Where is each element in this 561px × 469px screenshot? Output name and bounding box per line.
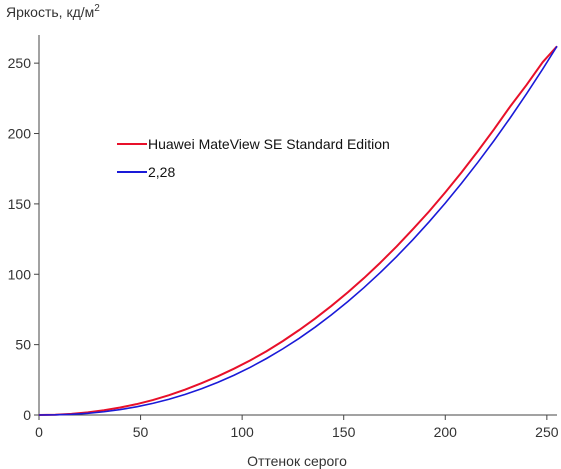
x-axis-title: Оттенок серого xyxy=(247,453,347,469)
y-tick-label: 100 xyxy=(8,266,32,282)
x-tick-label: 250 xyxy=(535,424,559,440)
y-axis-title: Яркость, кд/м2 xyxy=(6,3,100,20)
ticks: 0 50 100 150 200 250 0 50 100 150 200 250 xyxy=(8,55,559,440)
legend-label: Huawei MateView SE Standard Edition xyxy=(148,136,390,152)
x-tick-label: 150 xyxy=(332,424,356,440)
series-line xyxy=(38,45,558,416)
x-tick-label: 200 xyxy=(434,424,458,440)
y-tick-label: 50 xyxy=(15,337,31,353)
x-tick-label: 50 xyxy=(133,424,149,440)
y-tick-label: 150 xyxy=(8,196,32,212)
y-axis-title-superscript: 2 xyxy=(94,3,100,14)
y-tick-label: 250 xyxy=(8,55,32,71)
x-tick-label: 0 xyxy=(35,424,43,440)
axes xyxy=(38,35,557,416)
series-line xyxy=(38,45,558,416)
y-tick-label: 0 xyxy=(23,407,31,423)
legend-label: 2,28 xyxy=(148,164,175,180)
y-axis-title-text: Яркость, кд/м xyxy=(6,4,94,20)
y-tick-label: 200 xyxy=(8,126,32,142)
x-tick-label: 100 xyxy=(230,424,254,440)
legend: Huawei MateView SE Standard Edition 2,28 xyxy=(117,136,390,180)
series-layer xyxy=(38,45,558,416)
